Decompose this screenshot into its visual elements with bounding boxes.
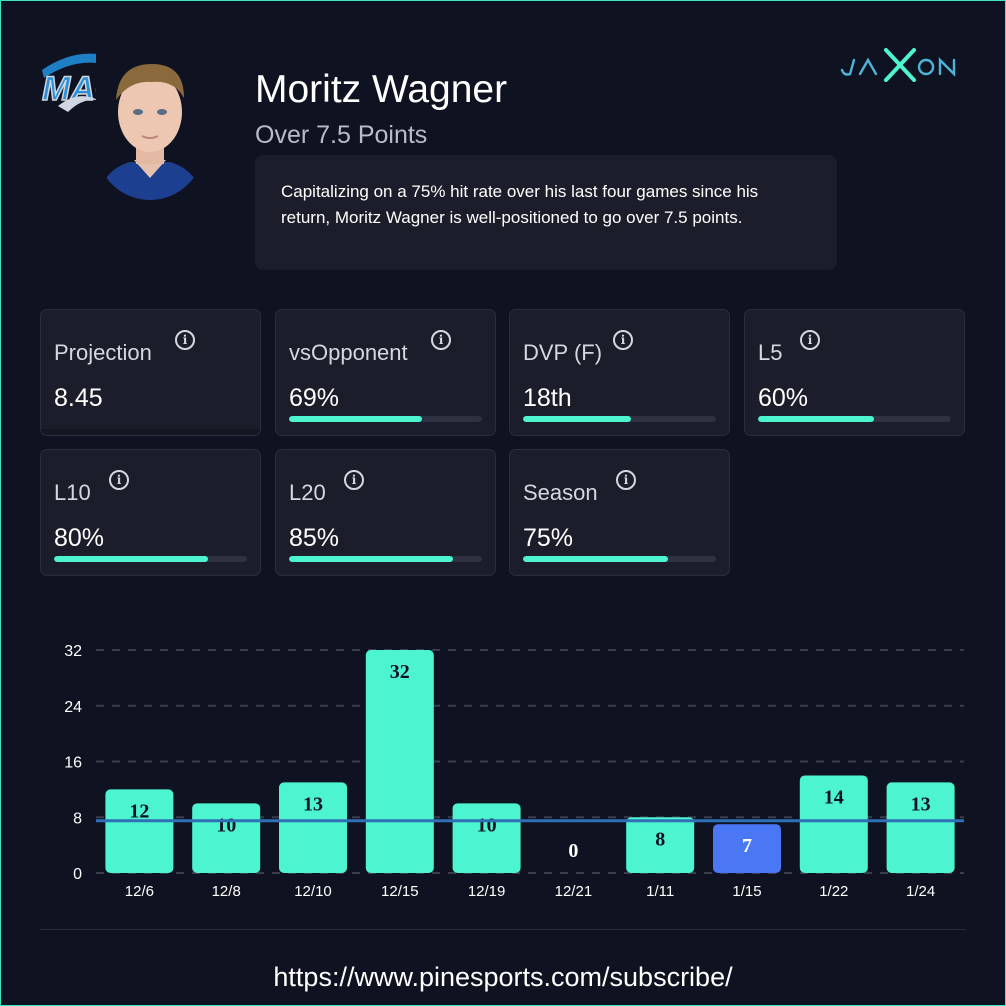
y-tick-label: 0 bbox=[73, 866, 82, 883]
stat-label: Season bbox=[523, 480, 598, 505]
info-icon[interactable]: i bbox=[344, 470, 364, 490]
stat-value: 69% bbox=[289, 384, 340, 412]
bar-value-label: 0 bbox=[568, 840, 578, 862]
x-tick-label: 12/15 bbox=[381, 883, 419, 900]
summary-text: Capitalizing on a 75% hit rate over his … bbox=[281, 182, 759, 227]
x-tick-label: 12/19 bbox=[468, 883, 506, 900]
stat-card-l20: L20 i 85% bbox=[275, 449, 496, 576]
bar bbox=[365, 650, 434, 873]
stat-card-l10: L10 i 80% bbox=[40, 449, 261, 576]
bar-value-label: 10 bbox=[477, 814, 497, 836]
bar-value-label: 14 bbox=[824, 786, 844, 808]
progress-track bbox=[758, 416, 951, 422]
bar-value-label: 12 bbox=[129, 800, 149, 822]
stat-label: Projection bbox=[54, 340, 152, 365]
x-tick-label: 12/8 bbox=[212, 883, 241, 900]
stat-label: DVP (F) bbox=[523, 340, 603, 365]
x-tick-label: 12/21 bbox=[555, 883, 593, 900]
stat-value: 75% bbox=[523, 524, 574, 552]
progress-fill bbox=[758, 416, 874, 422]
info-icon[interactable]: i bbox=[613, 330, 633, 350]
info-icon[interactable]: i bbox=[616, 470, 636, 490]
stat-label: L20 bbox=[289, 480, 326, 505]
x-tick-label: 1/24 bbox=[906, 883, 935, 900]
bar bbox=[105, 789, 174, 873]
bar bbox=[626, 817, 695, 873]
progress-track bbox=[523, 416, 716, 422]
x-tick-label: 1/11 bbox=[646, 883, 674, 900]
player-name: Moritz Wagner bbox=[255, 68, 508, 111]
stat-card-projection: Projection i 8.45 bbox=[40, 309, 261, 436]
y-tick-label: 24 bbox=[64, 699, 82, 716]
bar-value-label: 32 bbox=[390, 661, 410, 683]
progress-fill bbox=[289, 416, 423, 422]
bar-value-label: 10 bbox=[216, 814, 236, 836]
y-tick-label: 8 bbox=[73, 810, 82, 827]
x-tick-label: 1/22 bbox=[819, 883, 848, 900]
x-tick-label: 12/6 bbox=[125, 883, 154, 900]
stat-card-dvp: DVP (F) i 18th bbox=[509, 309, 730, 436]
jaxon-logo-icon bbox=[840, 48, 956, 82]
stat-value: 8.45 bbox=[54, 384, 103, 412]
y-tick-label: 16 bbox=[64, 755, 82, 772]
bar-value-label: 13 bbox=[303, 793, 323, 815]
bar-value-label: 13 bbox=[911, 793, 931, 815]
progress-fill bbox=[523, 556, 668, 562]
info-icon[interactable]: i bbox=[800, 330, 820, 350]
bar bbox=[713, 824, 781, 873]
info-icon[interactable]: i bbox=[431, 330, 451, 350]
x-tick-label: 12/10 bbox=[294, 883, 332, 900]
progress-fill bbox=[523, 416, 632, 422]
footer-divider bbox=[40, 929, 966, 930]
stat-value: 80% bbox=[54, 524, 105, 552]
progress-track bbox=[289, 556, 482, 562]
stat-label: L5 bbox=[758, 340, 783, 365]
progress-track bbox=[523, 556, 716, 562]
stat-label: L10 bbox=[54, 480, 91, 505]
progress-track bbox=[289, 416, 482, 422]
prop-line: Over 7.5 Points bbox=[255, 121, 428, 149]
stat-card-vsopponent: vsOpponent i 69% bbox=[275, 309, 496, 436]
bar bbox=[279, 782, 347, 873]
progress-fill bbox=[54, 556, 209, 562]
bar-value-label: 7 bbox=[742, 835, 752, 857]
info-icon[interactable]: i bbox=[175, 330, 195, 350]
progress-track bbox=[54, 556, 247, 562]
progress-fill bbox=[289, 556, 454, 562]
stat-label: vsOpponent bbox=[289, 340, 408, 365]
game-log-bar-chart: 0 8 16 24 32 12 12/6 10 12/8 13 12/10 32 12/15 10 12/1… bbox=[64, 643, 964, 900]
stat-card-season: Season i 75% bbox=[509, 449, 730, 576]
subscribe-link[interactable]: https://www.pinesports.com/subscribe/ bbox=[273, 962, 733, 992]
stat-value: 85% bbox=[289, 524, 340, 552]
y-tick-label: 32 bbox=[64, 643, 82, 660]
bar bbox=[799, 775, 868, 873]
bar-value-label: 8 bbox=[655, 828, 665, 850]
player-avatar bbox=[96, 52, 204, 200]
stat-value: 18th bbox=[523, 384, 572, 412]
stat-card-l5: L5 i 60% bbox=[744, 309, 965, 436]
info-icon[interactable]: i bbox=[109, 470, 129, 490]
summary-card: Capitalizing on a 75% hit rate over his … bbox=[255, 155, 837, 270]
x-tick-label: 1/15 bbox=[732, 883, 761, 900]
bar bbox=[886, 782, 955, 873]
stat-value: 60% bbox=[758, 384, 809, 412]
